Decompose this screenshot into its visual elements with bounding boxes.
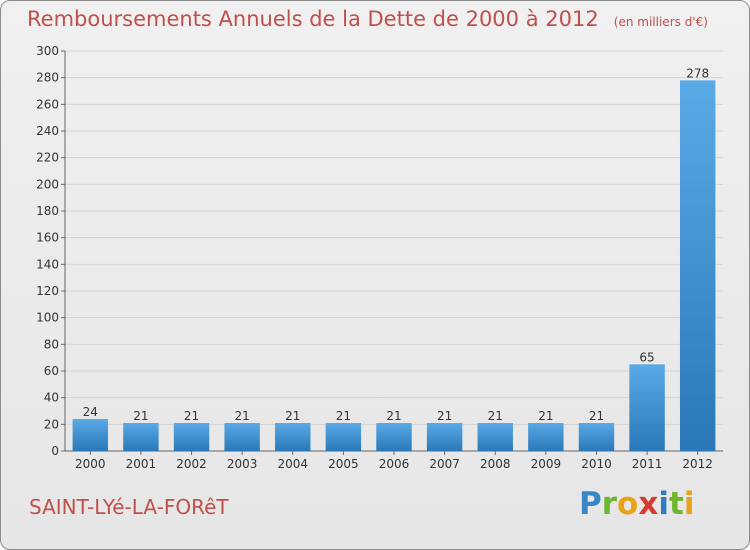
- logo-letter: r: [601, 486, 618, 522]
- y-tick-label: 0: [51, 444, 59, 458]
- x-tick-label: 2011: [632, 457, 663, 471]
- logo-letter: t: [668, 486, 684, 522]
- logo-letter: x: [638, 486, 659, 522]
- x-tick-label: 2006: [379, 457, 410, 471]
- y-tick-label: 20: [44, 417, 59, 431]
- bar-value-label: 21: [488, 409, 503, 423]
- bar-value-label: 21: [386, 409, 401, 423]
- bar-value-label: 21: [589, 409, 604, 423]
- axes: [61, 50, 723, 455]
- logo-letter: P: [579, 486, 602, 522]
- x-tick-label: 2003: [227, 457, 258, 471]
- chart-title: Remboursements Annuels de la Dette de 20…: [27, 7, 599, 31]
- bar: [72, 419, 109, 451]
- bar: [629, 364, 665, 451]
- y-tick-label: 280: [36, 71, 59, 85]
- y-tick-label: 200: [36, 177, 59, 191]
- x-tick-label: 2001: [126, 457, 157, 471]
- bar: [275, 423, 311, 451]
- commune-name: SAINT-LYé-LA-FORêT: [29, 495, 229, 519]
- bar: [528, 423, 564, 451]
- y-tick-label: 60: [44, 364, 59, 378]
- y-tick-label: 220: [36, 151, 59, 165]
- bar-value-label: 21: [437, 409, 452, 423]
- bars: [72, 80, 716, 451]
- logo-letter: i: [683, 486, 695, 522]
- y-tick-label: 80: [44, 337, 59, 351]
- bar: [477, 423, 513, 451]
- bar-value-label: 21: [285, 409, 300, 423]
- bar-value-label: 65: [639, 350, 654, 364]
- x-tick-label: 2000: [75, 457, 106, 471]
- bar: [426, 423, 463, 451]
- grid-lines: [65, 50, 723, 425]
- x-tick-label: 2012: [682, 457, 713, 471]
- labels: 0 20 40 60 80 100 120 140 160 180 200 220 240 260 280 3…: [36, 44, 713, 471]
- bar-value-label: 21: [133, 409, 148, 423]
- logo-letter: i: [658, 486, 669, 522]
- y-tick-label: 40: [44, 391, 59, 405]
- y-tick-label: 160: [36, 231, 59, 245]
- chart-subtitle: (en milliers d'€): [613, 15, 708, 29]
- bar: [376, 423, 412, 451]
- bar: [123, 423, 159, 451]
- y-tick-label: 120: [36, 284, 59, 298]
- x-tick-label: 2010: [581, 457, 612, 471]
- bar-value-label: 278: [686, 66, 709, 80]
- x-tick-label: 2004: [277, 457, 308, 471]
- y-tick-label: 180: [36, 204, 59, 218]
- bar-value-label: 21: [336, 409, 351, 423]
- y-tick-label: 240: [36, 124, 59, 138]
- x-tick-label: 2005: [328, 457, 359, 471]
- bar-value-label: 21: [235, 409, 250, 423]
- bar: [173, 423, 210, 451]
- bar-value-label: 21: [538, 409, 553, 423]
- x-tick-label: 2009: [531, 457, 562, 471]
- y-tick-label: 300: [36, 44, 59, 58]
- bar-value-label: 21: [184, 409, 199, 423]
- bar: [224, 423, 260, 451]
- x-tick-label: 2008: [480, 457, 511, 471]
- y-tick-label: 260: [36, 97, 59, 111]
- x-tick-label: 2002: [176, 457, 207, 471]
- logo-letter: o: [617, 486, 639, 522]
- proxiti-logo: Proxiti: [579, 486, 694, 522]
- bar: [578, 423, 615, 451]
- bar-value-label: 24: [83, 405, 98, 419]
- bar: [679, 80, 716, 451]
- y-tick-label: 140: [36, 257, 59, 271]
- x-tick-label: 2007: [429, 457, 460, 471]
- y-tick-label: 100: [36, 311, 59, 325]
- bar: [325, 423, 362, 451]
- chart-title-line: Remboursements Annuels de la Dette de 20…: [27, 7, 708, 31]
